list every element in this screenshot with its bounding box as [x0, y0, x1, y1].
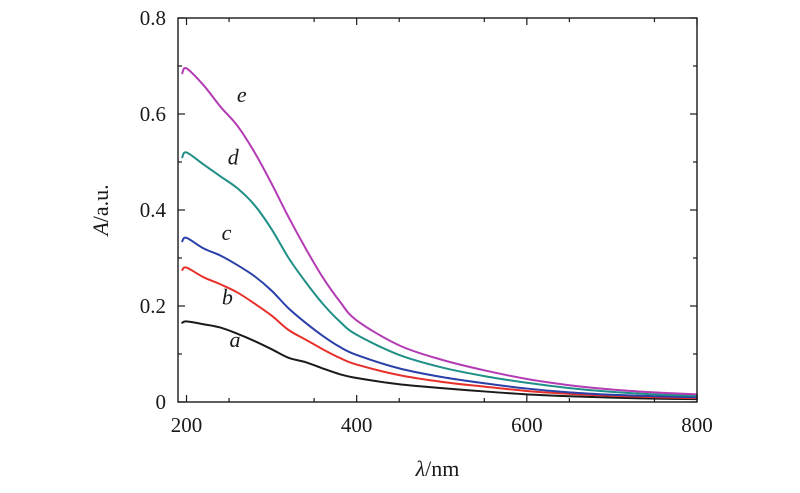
- plot-frame: [177, 17, 698, 403]
- x-axis-title: λ/nm: [415, 456, 460, 481]
- y-axis-title: A/a.u.: [88, 184, 113, 237]
- y-tick-label: 0.2: [140, 294, 166, 318]
- y-tick-label: 0.8: [140, 6, 166, 30]
- series-labels-layer: ab c d e: [222, 82, 247, 352]
- y-tick-label: 0: [156, 390, 167, 414]
- y-tick-label: 0.6: [140, 102, 166, 126]
- x-tick-label: 400: [341, 413, 373, 437]
- series-line-d: [181, 151, 698, 397]
- x-tick-label: 200: [171, 413, 203, 437]
- x-tick-label: 600: [511, 413, 543, 437]
- y-axis-title-unit: /a.u.: [88, 184, 113, 222]
- series-line-b: [181, 266, 698, 400]
- series-label-d: d: [228, 144, 240, 169]
- series-label-a: a: [230, 327, 241, 352]
- series-label-e: e: [237, 82, 247, 107]
- x-axis-title-unit: /nm: [425, 456, 459, 481]
- x-tick-label: 800: [681, 413, 713, 437]
- series-line-e: [181, 67, 698, 396]
- series-label-b: b: [222, 285, 233, 310]
- y-axis-title-symbol: A: [88, 222, 113, 238]
- y-tick-label: 0.4: [140, 198, 167, 222]
- series-label-c: c: [222, 220, 232, 245]
- series-line-c: [181, 236, 698, 399]
- series-line-a: [181, 320, 698, 401]
- ticks-layer: 200 400 600 800 0 0.2 0.4 0.6 0.8: [140, 6, 713, 437]
- x-axis-title-symbol: λ: [415, 456, 426, 481]
- curves-layer: [181, 67, 698, 401]
